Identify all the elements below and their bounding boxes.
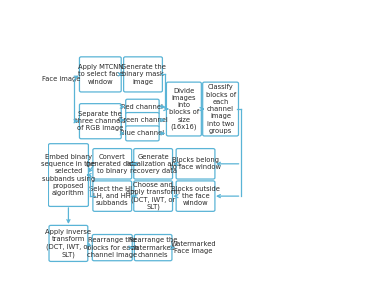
Text: Red channel: Red channel <box>122 104 163 110</box>
Text: Watermarked
Face image: Watermarked Face image <box>171 241 216 254</box>
Text: Embed binary
sequence in the
selected
subbands using
proposed
algorithm: Embed binary sequence in the selected su… <box>41 154 95 196</box>
FancyBboxPatch shape <box>134 234 172 261</box>
Text: Green channel: Green channel <box>117 117 167 123</box>
Text: Apply MTCNN
to select face
window: Apply MTCNN to select face window <box>78 64 123 85</box>
Text: Separate the
three channels
of RGB image: Separate the three channels of RGB image <box>75 111 126 131</box>
Text: Select the HL,
LH, and HH
subbands: Select the HL, LH, and HH subbands <box>89 186 136 206</box>
FancyBboxPatch shape <box>93 149 132 179</box>
FancyBboxPatch shape <box>134 149 172 179</box>
FancyBboxPatch shape <box>166 82 201 136</box>
FancyBboxPatch shape <box>176 149 215 179</box>
Text: Blue channel: Blue channel <box>121 130 164 136</box>
Text: Rearrange the
blocks for each
channel image: Rearrange the blocks for each channel im… <box>87 237 138 258</box>
FancyBboxPatch shape <box>49 225 88 261</box>
Text: Apply inverse
transform
(DCT, IWT, or
SLT): Apply inverse transform (DCT, IWT, or SL… <box>45 229 91 258</box>
Text: Generate
localization and
recovery data: Generate localization and recovery data <box>127 154 180 174</box>
FancyBboxPatch shape <box>176 181 215 211</box>
FancyBboxPatch shape <box>126 99 159 114</box>
FancyBboxPatch shape <box>92 234 132 261</box>
Text: Choose and
apply transform
(DCT, IWT, or
SLT): Choose and apply transform (DCT, IWT, or… <box>126 182 180 210</box>
Text: Blocks belong
to face window: Blocks belong to face window <box>170 157 221 171</box>
FancyBboxPatch shape <box>93 181 132 211</box>
Text: Convert
generated data
to binary: Convert generated data to binary <box>86 154 138 174</box>
FancyBboxPatch shape <box>126 112 159 128</box>
Text: Generate the
binary mask
image: Generate the binary mask image <box>121 64 166 85</box>
FancyBboxPatch shape <box>134 181 172 211</box>
FancyBboxPatch shape <box>79 104 121 139</box>
FancyBboxPatch shape <box>124 57 162 92</box>
FancyBboxPatch shape <box>203 82 238 136</box>
Text: Classify
blocks of
each
channel
image
into two
groups: Classify blocks of each channel image in… <box>206 84 236 134</box>
Text: Rearrange the
watermarked
channels: Rearrange the watermarked channels <box>129 237 177 258</box>
FancyBboxPatch shape <box>126 126 159 141</box>
Text: Blocks outside
the face
window: Blocks outside the face window <box>171 186 220 206</box>
FancyBboxPatch shape <box>49 144 89 206</box>
FancyBboxPatch shape <box>79 57 121 92</box>
Text: Face image: Face image <box>42 76 81 81</box>
Text: Divide
images
into
blocks of
size
(16x16): Divide images into blocks of size (16x16… <box>169 88 199 130</box>
